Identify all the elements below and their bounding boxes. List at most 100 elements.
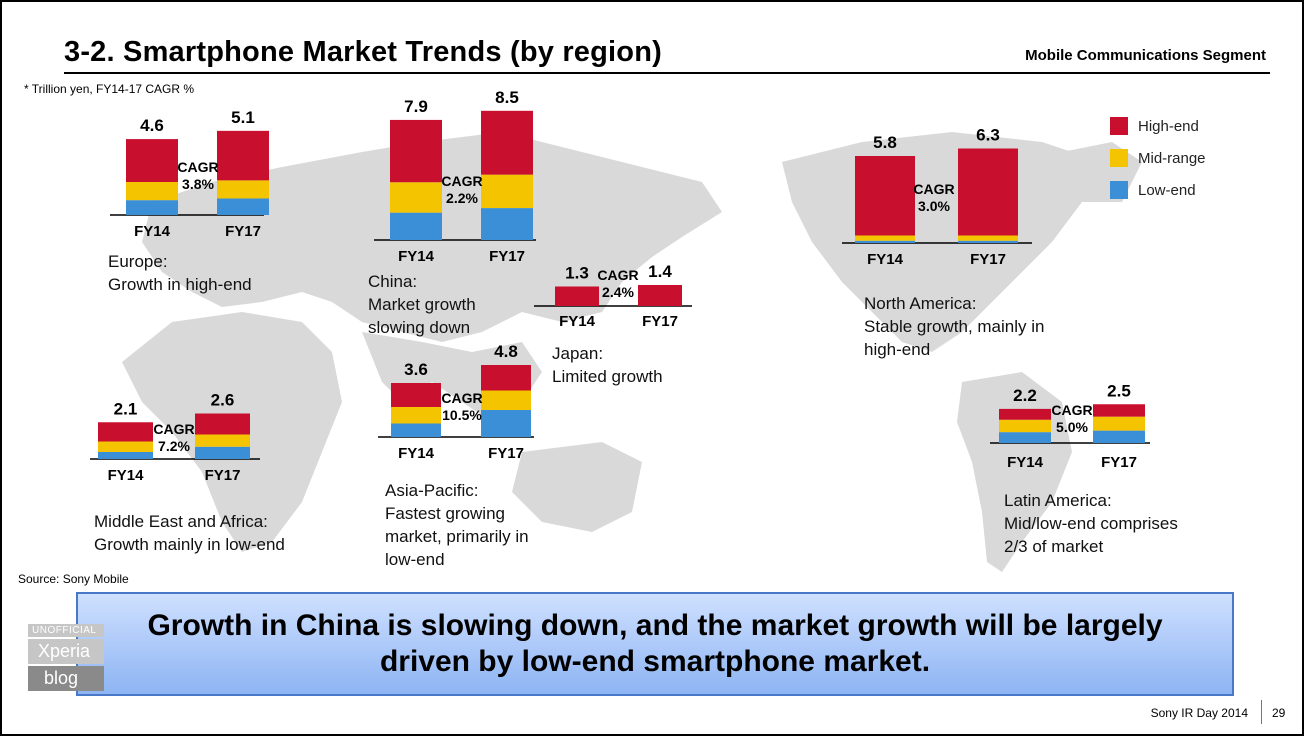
latin-america-bar-high-end — [999, 408, 1051, 420]
asia-pacific-year-label: FY14 — [398, 445, 435, 462]
europe-year-label: FY17 — [225, 223, 261, 240]
japan-year-label: FY17 — [642, 313, 678, 330]
legend-swatch-low-end — [1110, 181, 1128, 199]
desc-line: Growth mainly in low-end — [94, 535, 285, 554]
desc-line: Limited growth — [552, 367, 663, 386]
banner-text: Growth in China is slowing down, and the… — [147, 609, 1163, 678]
middle-east-and-africa-year-label: FY14 — [108, 467, 145, 484]
middle-east-and-africa-total-label: 2.1 — [114, 399, 138, 418]
desc-line: Asia-Pacific: — [385, 481, 479, 500]
legend-item-mid-range: Mid-range — [1110, 142, 1206, 174]
middle-east-and-africa-bar-mid-range — [195, 434, 250, 447]
north-america-cagr-value: 3.0% — [918, 198, 950, 214]
asia-pacific-year-label: FY17 — [488, 445, 524, 462]
north-america-bar-high-end — [958, 148, 1018, 236]
china-bar-low-end — [481, 208, 533, 240]
latin-america-total-label: 2.2 — [1013, 386, 1037, 405]
desc-line: Market growth — [368, 295, 476, 314]
watermark-line: UNOFFICIAL — [28, 624, 104, 637]
china-year-label: FY14 — [398, 248, 435, 265]
latin-america-cagr-label: CAGR — [1051, 402, 1092, 418]
desc-line: 2/3 of market — [1004, 537, 1104, 556]
watermark-logo: UNOFFICIAL Xperia blog — [28, 624, 104, 691]
desc-line: China: — [368, 272, 418, 291]
footer-event: Sony IR Day 2014 — [1150, 706, 1248, 720]
north-america-bar-mid-range — [958, 235, 1018, 241]
footer-separator — [1261, 700, 1262, 724]
watermark-line: Xperia — [28, 639, 104, 664]
china-bar-high-end — [481, 110, 533, 175]
north-america-bar-high-end — [855, 156, 915, 236]
region-desc-china: China: Market growth slowing down — [368, 270, 476, 339]
desc-line: Stable growth, mainly in — [864, 317, 1045, 336]
europe-bar-high-end — [126, 139, 178, 182]
europe-total-label: 4.6 — [140, 116, 164, 135]
asia-pacific-bar-high-end — [481, 365, 531, 391]
desc-line: high-end — [864, 340, 931, 359]
desc-line: Japan: — [552, 344, 604, 363]
title-rule — [64, 72, 1270, 74]
desc-line: Mid/low-end comprises — [1004, 514, 1178, 533]
desc-line: Europe: — [108, 252, 168, 271]
desc-line: Growth in high-end — [108, 275, 252, 294]
desc-line: Latin America: — [1004, 491, 1112, 510]
north-america-bar-low-end — [855, 240, 915, 243]
europe-cagr-value: 3.8% — [182, 176, 214, 192]
segment-label: Mobile Communications Segment — [1025, 47, 1266, 64]
asia-pacific-cagr-value: 10.5% — [442, 407, 482, 423]
asia-pacific-bar-mid-range — [391, 407, 441, 424]
china-total-label: 7.9 — [404, 97, 428, 116]
latin-america-bar-mid-range — [999, 419, 1051, 433]
china-cagr-value: 2.2% — [446, 190, 478, 206]
japan-cagr-label: CAGR — [597, 267, 638, 283]
asia-pacific-bar-low-end — [391, 423, 441, 437]
latin-america-bar-low-end — [1093, 430, 1145, 443]
europe-cagr-label: CAGR — [177, 159, 218, 175]
china-bar-mid-range — [481, 174, 533, 209]
latin-america-year-label: FY14 — [1007, 454, 1044, 471]
middle-east-and-africa-total-label: 2.6 — [211, 391, 235, 410]
latin-america-cagr-value: 5.0% — [1056, 419, 1088, 435]
desc-line: low-end — [385, 550, 445, 569]
north-america-bar-mid-range — [855, 235, 915, 241]
middle-east-and-africa-bar-high-end — [195, 413, 250, 435]
middle-east-and-africa-bar-high-end — [98, 422, 153, 442]
latin-america-bar-low-end — [999, 432, 1051, 443]
china-bar-mid-range — [390, 182, 442, 213]
desc-line: Middle East and Africa: — [94, 512, 268, 531]
legend-item-high-end: High-end — [1110, 110, 1206, 142]
desc-line: slowing down — [368, 318, 471, 337]
map-australia — [512, 442, 642, 532]
latin-america-year-label: FY17 — [1101, 454, 1137, 471]
latin-america-total-label: 2.5 — [1107, 381, 1131, 400]
conclusion-banner: Growth in China is slowing down, and the… — [76, 592, 1234, 696]
legend: High-end Mid-range Low-end — [1110, 110, 1206, 206]
middle-east-and-africa-year-label: FY17 — [205, 467, 241, 484]
europe-year-label: FY14 — [134, 223, 171, 240]
china-cagr-label: CAGR — [441, 173, 482, 189]
europe-bar-mid-range — [217, 180, 269, 199]
latin-america-bar-high-end — [1093, 404, 1145, 417]
asia-pacific-bar-low-end — [481, 410, 531, 437]
asia-pacific-bar-high-end — [391, 383, 441, 407]
japan-total-label: 1.4 — [648, 262, 672, 281]
asia-pacific-total-label: 4.8 — [494, 342, 518, 361]
europe-total-label: 5.1 — [231, 108, 255, 127]
page-number: 29 — [1272, 706, 1286, 720]
europe-bar-high-end — [217, 130, 269, 181]
legend-label: Mid-range — [1138, 149, 1206, 167]
japan-year-label: FY14 — [559, 313, 596, 330]
japan-total-label: 1.3 — [565, 264, 589, 283]
china-year-label: FY17 — [489, 248, 525, 265]
europe-bar-low-end — [126, 200, 178, 215]
china-bar-low-end — [390, 212, 442, 240]
desc-line: Fastest growing — [385, 504, 505, 523]
legend-label: Low-end — [1138, 181, 1196, 199]
europe-bar-low-end — [217, 198, 269, 215]
asia-pacific-bar-mid-range — [481, 390, 531, 410]
china-bar-high-end — [390, 119, 442, 183]
middle-east-and-africa-bar-low-end — [195, 446, 250, 459]
units-note: * Trillion yen, FY14-17 CAGR % — [24, 82, 195, 96]
